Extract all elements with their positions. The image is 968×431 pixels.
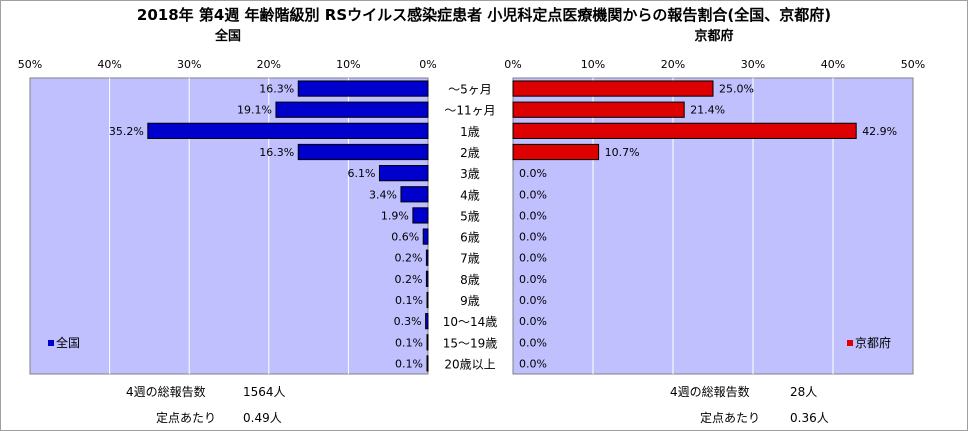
tick-label-right: 50%	[901, 58, 925, 71]
data-label-right: 0.0%	[519, 167, 547, 180]
tick-label-left: 0%	[419, 58, 436, 71]
category-label: 7歳	[460, 252, 480, 266]
per-site-label: 定点あたり	[156, 410, 216, 425]
bar-left	[275, 101, 429, 118]
bar-left	[378, 165, 429, 182]
total-reports-value: 28人	[790, 385, 817, 399]
category-label: 3歳	[460, 167, 480, 181]
bar-left	[400, 186, 429, 203]
bar-right	[512, 143, 600, 161]
data-label-left: 0.2%	[394, 252, 422, 265]
data-label-left: 19.1%	[237, 104, 272, 117]
category-label: ～5ヶ月	[448, 83, 492, 97]
bar-left	[147, 122, 429, 139]
total-reports-value: 1564人	[243, 385, 286, 399]
bar-left	[426, 334, 429, 351]
data-label-right: 0.0%	[519, 357, 547, 370]
bar-left	[425, 313, 429, 330]
tick-label-right: 20%	[661, 58, 685, 71]
tick-label-left: 40%	[97, 58, 121, 71]
category-label: 2歳	[460, 146, 480, 160]
per-site-label: 定点あたり	[700, 410, 760, 425]
bar-left	[426, 355, 429, 372]
bar-left	[426, 291, 429, 309]
data-label-left: 0.1%	[395, 294, 423, 307]
data-label-right: 10.7%	[605, 146, 640, 159]
bar-right	[512, 80, 714, 97]
data-label-right: 0.0%	[519, 209, 547, 222]
data-label-left: 3.4%	[369, 188, 397, 201]
bar-left	[425, 249, 429, 266]
data-label-right: 0.0%	[519, 231, 547, 244]
category-label: 8歳	[460, 273, 480, 287]
per-site-value: 0.49人	[243, 411, 282, 425]
legend-label-right: 京都府	[855, 335, 891, 350]
tick-label-left: 20%	[257, 58, 281, 71]
data-label-right: 0.0%	[519, 294, 547, 307]
bar-left	[412, 207, 429, 224]
legend-label-left: 全国	[56, 335, 80, 350]
category-label: 20歳以上	[444, 357, 495, 371]
left-panel: 0% 10% 20% 30% 40% 50% 16.3% 19.1% 35.2% 16.3% 6.1…	[18, 58, 437, 375]
total-reports-label: 4週の総報告数	[126, 384, 206, 399]
tick-label-right: 10%	[581, 58, 605, 71]
category-label: ～11ヶ月	[444, 104, 495, 118]
legend-swatch-left	[48, 340, 54, 346]
category-label: 4歳	[460, 188, 480, 202]
data-label-right: 21.4%	[690, 104, 725, 117]
bar-right	[512, 122, 857, 139]
chart-title: 2018年 第4週 年齢階級別 RSウイルス感染症患者 小児科定点医療機関からの…	[137, 6, 831, 24]
data-label-left: 0.1%	[395, 357, 423, 370]
data-label-left: 16.3%	[259, 83, 294, 96]
data-label-right: 25.0%	[719, 83, 754, 96]
right-panel: 0% 10% 20% 30% 40% 50% 25.0% 21.4% 42.9% 10.7% 0.0…	[504, 58, 925, 375]
bar-left	[422, 228, 429, 245]
left-panel-title: 全国	[214, 28, 241, 44]
data-label-right: 0.0%	[519, 252, 547, 265]
tick-label-left: 50%	[18, 58, 42, 71]
data-label-left: 0.1%	[395, 336, 423, 349]
bar-left	[297, 80, 429, 97]
data-label-left: 35.2%	[109, 125, 144, 138]
category-label: 10～14歳	[443, 315, 498, 329]
category-label: 9歳	[460, 294, 480, 308]
data-label-left: 16.3%	[259, 146, 294, 159]
data-label-right: 0.0%	[519, 188, 547, 201]
tick-label-left: 30%	[177, 58, 201, 71]
legend-swatch-right	[847, 340, 853, 346]
tick-label-left: 10%	[336, 58, 360, 71]
tick-label-right: 0%	[504, 58, 521, 71]
data-label-right: 0.0%	[519, 315, 547, 328]
category-label: 6歳	[460, 231, 480, 245]
tick-label-right: 40%	[821, 58, 845, 71]
data-label-left: 0.6%	[391, 231, 419, 244]
bar-left	[425, 270, 429, 287]
category-label: 15～19歳	[443, 336, 498, 350]
data-label-left: 1.9%	[381, 209, 409, 222]
category-label: 1歳	[460, 125, 480, 139]
data-label-right: 0.0%	[519, 336, 547, 349]
data-label-left: 6.1%	[347, 167, 375, 180]
bar-right	[512, 101, 685, 118]
per-site-value: 0.36人	[790, 411, 829, 425]
category-labels: ～5ヶ月 ～11ヶ月 1歳 2歳 3歳 4歳 5歳 6歳 7歳 8歳 9歳 10～14歳 15～19歳 2…	[443, 83, 498, 372]
data-label-left: 0.3%	[394, 315, 422, 328]
tick-label-right: 30%	[741, 58, 765, 71]
right-panel-title: 京都府	[694, 28, 733, 44]
total-reports-label: 4週の総報告数	[670, 384, 750, 399]
data-label-left: 0.2%	[394, 273, 422, 286]
category-label: 5歳	[460, 209, 480, 223]
data-label-right: 42.9%	[862, 125, 897, 138]
data-label-right: 0.0%	[519, 273, 547, 286]
bar-left	[297, 143, 429, 161]
